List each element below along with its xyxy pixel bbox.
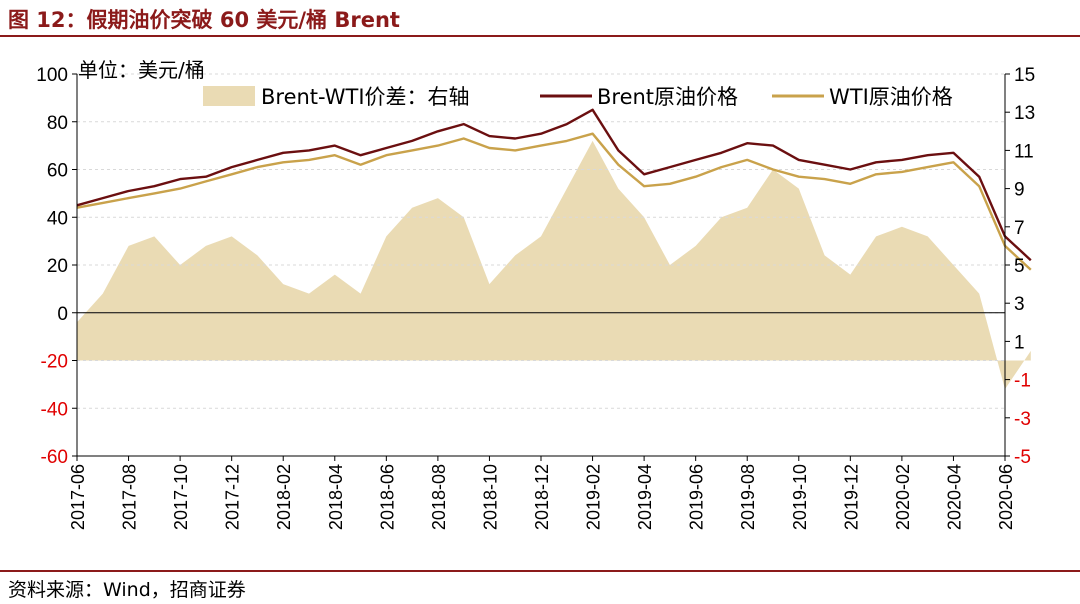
y-right-tick-label: 3 xyxy=(1014,294,1025,315)
y-right-tick-label: 11 xyxy=(1014,141,1034,162)
x-tick-label: 2017-08 xyxy=(120,464,140,530)
y-left-tick-label: 100 xyxy=(36,65,68,86)
x-tick-label: 2018-08 xyxy=(429,464,449,530)
legend-label-wti: WTI原油价格 xyxy=(829,85,953,109)
x-tick-label: 2018-02 xyxy=(274,464,294,530)
wti-line xyxy=(76,132,1032,271)
x-tick-label: 2019-10 xyxy=(790,464,810,530)
footer-rule xyxy=(0,570,1080,572)
y-right-tick-label: -1 xyxy=(1014,371,1031,392)
y-right-tick-label: 5 xyxy=(1014,256,1025,277)
y-right-tick-label: -3 xyxy=(1014,409,1031,430)
figure-title: 图 12：假期油价突破 60 美元/桶 Brent xyxy=(8,8,400,32)
legend-label-brent: Brent原油价格 xyxy=(597,85,738,109)
unit-label: 单位：美元/桶 xyxy=(78,58,205,82)
legend: Brent-WTI价差：右轴 Brent原油价格 WTI原油价格 xyxy=(203,85,953,109)
y-left-tick-label: 40 xyxy=(47,208,68,229)
price-lines-group xyxy=(76,108,1032,271)
y-left-tick-label: 0 xyxy=(57,304,68,325)
y-right-tick-label: 1 xyxy=(1014,332,1025,353)
x-tick-label: 2019-12 xyxy=(841,464,861,530)
y-right-tick-label: 15 xyxy=(1014,65,1035,86)
y-left-tick-label: 80 xyxy=(47,113,68,134)
x-tick-label: 2020-06 xyxy=(996,464,1016,530)
x-tick-label: 2017-12 xyxy=(223,464,243,530)
y-left-tick-label: -20 xyxy=(41,352,68,373)
zero-line-group xyxy=(77,73,1005,409)
x-tick-label: 2018-12 xyxy=(532,464,552,530)
x-ticks: 2017-06 2017-08 2017-10 2017-12 2018-02 2018-… xyxy=(68,456,1016,530)
y-right-tick-label: 7 xyxy=(1014,218,1025,239)
legend-swatch-spread xyxy=(203,86,255,106)
x-tick-label: 2020-04 xyxy=(944,464,964,530)
x-tick-label: 2017-10 xyxy=(171,464,191,530)
y-left-tick-label: -40 xyxy=(41,399,68,420)
x-tick-label: 2018-10 xyxy=(480,464,500,530)
y-left-ticks: 100 80 60 40 20 0 -20 -40 -60 xyxy=(36,65,77,468)
y-right-tick-label: -5 xyxy=(1014,447,1031,468)
source-note: 资料来源：Wind，招商证券 xyxy=(8,579,246,601)
x-tick-label: 2019-02 xyxy=(584,464,604,530)
brent-line xyxy=(76,108,1032,262)
y-left-tick-label: 20 xyxy=(47,256,68,277)
y-left-tick-label: 60 xyxy=(47,161,68,182)
x-tick-label: 2018-06 xyxy=(377,464,397,530)
x-tick-label: 2019-04 xyxy=(635,464,655,530)
legend-label-spread: Brent-WTI价差：右轴 xyxy=(261,85,470,109)
x-tick-label: 2017-06 xyxy=(68,464,88,530)
x-tick-label: 2019-08 xyxy=(738,464,758,530)
x-tick-label: 2018-04 xyxy=(326,464,346,530)
y-right-ticks: 15 13 11 9 7 5 3 1 -1 -3 -5 xyxy=(1005,65,1035,468)
y-left-tick-label: -60 xyxy=(41,447,68,468)
title-rule xyxy=(0,35,1080,37)
y-right-tick-label: 9 xyxy=(1014,180,1025,201)
y-right-tick-label: 13 xyxy=(1014,103,1035,124)
x-tick-label: 2019-06 xyxy=(687,464,707,530)
x-tick-label: 2020-02 xyxy=(893,464,913,530)
